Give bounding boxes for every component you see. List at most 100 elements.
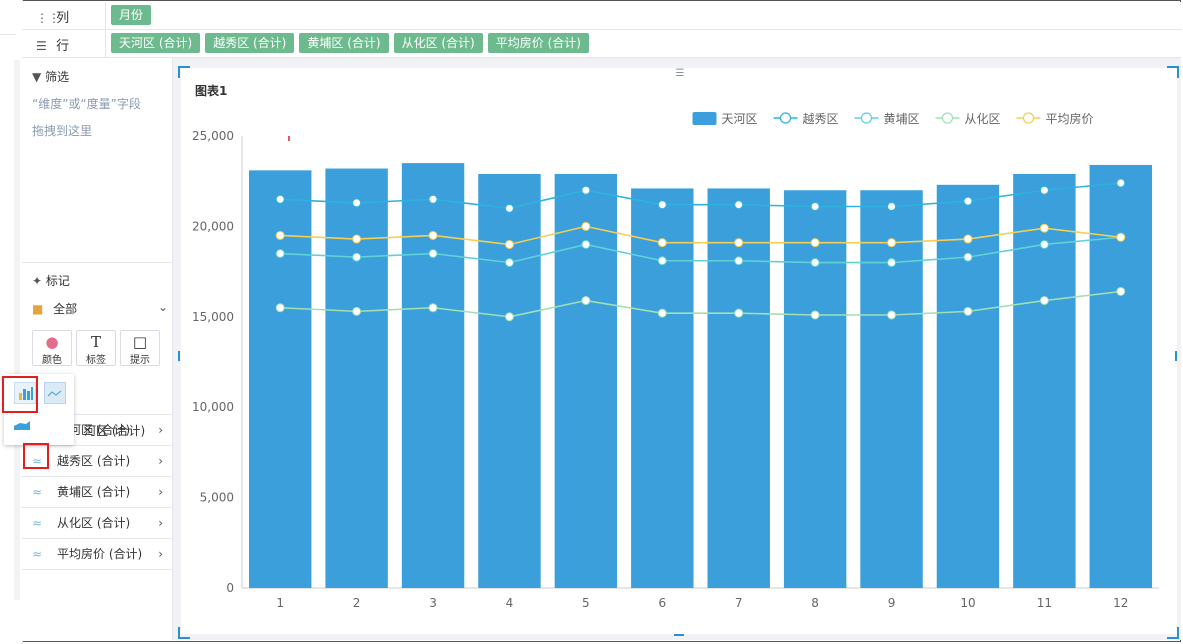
series-item-tianhe-partial-label: 河区 (合计) xyxy=(84,424,146,438)
bar-chart-type-option[interactable] xyxy=(14,382,36,404)
data-point xyxy=(428,230,438,240)
row-pill-yuexiu[interactable]: 越秀区 (合计) xyxy=(205,33,295,53)
data-point xyxy=(504,203,514,213)
row-pill-avg-price[interactable]: 平均房价 (合计) xyxy=(487,33,589,53)
collapsed-side-panel xyxy=(0,0,23,644)
data-point xyxy=(887,310,897,320)
data-point xyxy=(581,239,591,249)
chevron-down-icon: ⌄ xyxy=(157,300,168,314)
bar xyxy=(707,188,770,588)
data-point xyxy=(657,200,667,210)
series-line xyxy=(280,225,1121,246)
data-point xyxy=(887,258,897,268)
bar xyxy=(860,190,923,588)
palette-icon: ● xyxy=(45,333,59,351)
highlight-box-series-type xyxy=(23,443,49,469)
pin-icon: ✦ xyxy=(32,274,43,288)
columns-shelf[interactable]: ⋮⋮ 列 月份 xyxy=(22,2,1181,30)
left-panel: ▼ 筛选 “维度”或“度量”字段 拖拽到这里 ✦ 标记 ■ 全部 ⌄ ● 颜色 … xyxy=(22,58,173,640)
data-point xyxy=(275,303,285,313)
line-chart-type-option[interactable] xyxy=(44,382,66,404)
data-point xyxy=(810,238,820,248)
resize-handle-right[interactable] xyxy=(1175,351,1177,361)
line-chart-icon: ≈ xyxy=(32,485,43,499)
data-point xyxy=(352,234,362,244)
data-point xyxy=(504,258,514,268)
data-point xyxy=(657,238,667,248)
rows-shelf[interactable]: ☰ 行 天河区 (合计) 越秀区 (合计) 黄埔区 (合计) 从化区 (合计) … xyxy=(22,30,1181,58)
data-point xyxy=(352,252,362,262)
data-point xyxy=(1039,185,1049,195)
resize-handle-top-left[interactable] xyxy=(178,66,190,78)
data-point xyxy=(810,258,820,268)
bar xyxy=(1013,173,1076,588)
y-tick-label: 20,000 xyxy=(192,219,234,233)
series-line xyxy=(280,290,1121,318)
color-button[interactable]: ● 颜色 xyxy=(32,330,72,366)
legend-swatch-marker xyxy=(860,112,873,124)
series-line xyxy=(280,182,1121,210)
label-button[interactable]: T 标签 xyxy=(76,330,116,366)
row-pill-conghua[interactable]: 从化区 (合计) xyxy=(393,33,483,53)
legend-label: 黄埔区 xyxy=(884,112,920,126)
series-item-avg-price[interactable]: ≈ 平均房价 (合计) › xyxy=(22,538,172,570)
resize-handle-left[interactable] xyxy=(178,351,180,361)
resize-handle-top-right[interactable] xyxy=(1167,66,1179,78)
data-point xyxy=(1116,286,1126,296)
data-point xyxy=(657,256,667,266)
data-point xyxy=(428,249,438,259)
data-point xyxy=(1039,239,1049,249)
x-tick-label: 6 xyxy=(658,596,666,610)
data-point xyxy=(1039,223,1049,233)
data-point xyxy=(1116,178,1126,188)
area-chart-icon[interactable] xyxy=(14,420,30,430)
resize-handle-bottom[interactable] xyxy=(674,634,684,636)
resize-handle-bottom-right[interactable] xyxy=(1167,627,1179,639)
bar xyxy=(783,190,847,588)
y-tick-label: 5,000 xyxy=(200,491,234,505)
data-point xyxy=(352,306,362,316)
data-point xyxy=(963,196,973,206)
data-point xyxy=(1039,296,1049,306)
bar xyxy=(401,163,465,588)
data-point xyxy=(963,252,973,262)
data-point xyxy=(275,194,285,204)
series-item-huangpu[interactable]: ≈ 黄埔区 (合计) › xyxy=(22,476,172,507)
data-point xyxy=(428,194,438,204)
tooltip-button[interactable]: □ 提示 xyxy=(120,330,160,366)
divider xyxy=(105,30,106,57)
data-point xyxy=(963,306,973,316)
x-tick-label: 4 xyxy=(506,596,514,610)
x-tick-label: 5 xyxy=(582,596,590,610)
filter-drop-zone[interactable]: “维度”或“度量”字段 拖拽到这里 xyxy=(32,91,172,145)
rows-icon: ☰ xyxy=(36,39,47,53)
marks-all-selector[interactable]: ■ 全部 ⌄ xyxy=(32,300,168,316)
series-item-conghua[interactable]: ≈ 从化区 (合计) › xyxy=(22,507,172,538)
data-point xyxy=(734,200,744,210)
series-line xyxy=(280,236,1121,264)
chevron-right-icon: › xyxy=(158,485,163,499)
bar xyxy=(936,184,1000,588)
scroll-track[interactable] xyxy=(14,60,20,600)
series-item-yuexiu[interactable]: ≈ 越秀区 (合计) › xyxy=(22,445,172,476)
data-point xyxy=(504,239,514,249)
legend-label: 天河区 xyxy=(722,112,758,126)
data-point xyxy=(734,238,744,248)
resize-handle-bottom-left[interactable] xyxy=(178,627,190,639)
legend-swatch-bar xyxy=(692,112,717,125)
data-point xyxy=(352,198,362,208)
data-point xyxy=(734,256,744,266)
bar xyxy=(554,173,618,588)
legend-label: 平均房价 xyxy=(1046,111,1094,126)
rows-shelf-label: ☰ 行 xyxy=(36,39,70,54)
x-tick-label: 1 xyxy=(276,596,284,610)
drag-handle-icon[interactable]: ☰ xyxy=(675,68,685,79)
x-tick-label: 8 xyxy=(811,596,819,610)
column-pill-month[interactable]: 月份 xyxy=(111,5,152,25)
row-pill-tianhe[interactable]: 天河区 (合计) xyxy=(111,33,201,53)
data-point xyxy=(428,303,438,313)
data-point xyxy=(581,221,591,231)
row-pill-huangpu[interactable]: 黄埔区 (合计) xyxy=(299,33,389,53)
chevron-right-icon: › xyxy=(158,547,163,561)
